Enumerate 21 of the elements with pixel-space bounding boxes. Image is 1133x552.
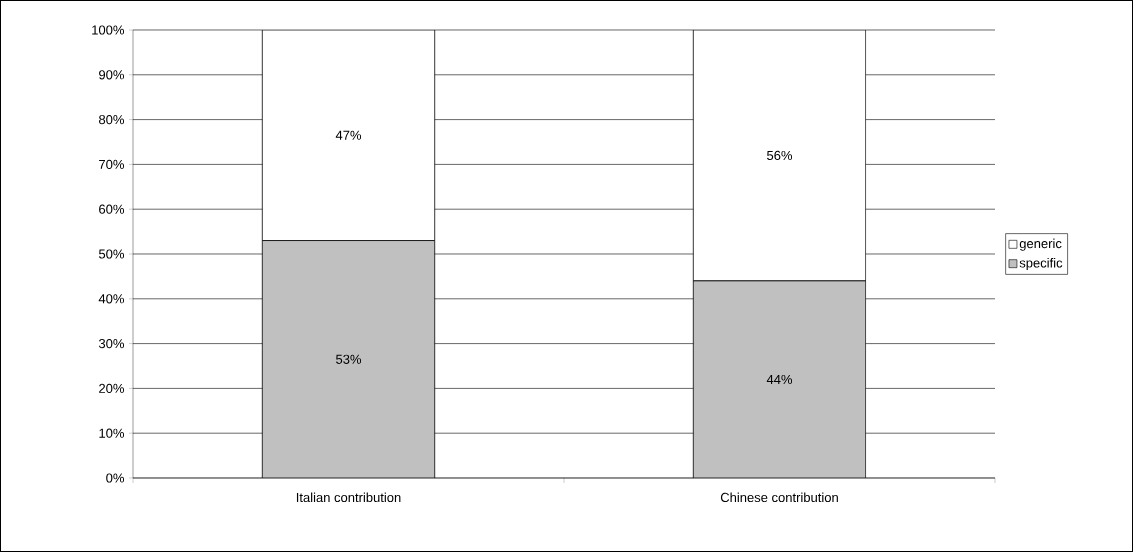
x-tick-label: Italian contribution <box>296 492 401 503</box>
y-tick-label: 0% <box>106 473 125 483</box>
y-tick-label: 100% <box>92 25 125 35</box>
y-tick-label: 10% <box>99 428 125 438</box>
data-label: 56% <box>767 150 793 161</box>
bar <box>692 280 867 478</box>
y-tick-label: 40% <box>98 294 125 304</box>
text: generic <box>1019 238 1062 251</box>
y-tick-label: 30% <box>98 338 125 349</box>
y-tick-label: 90% <box>99 70 125 80</box>
data-label: 53% <box>336 354 362 364</box>
y-tick-label: 20% <box>99 383 125 393</box>
data-label: 47% <box>335 130 362 140</box>
x-tick-label: Chinese contribution <box>720 492 838 503</box>
y-tick-label: 50% <box>98 249 125 259</box>
legend-label: specific <box>1019 257 1063 271</box>
y-tick-label: 70% <box>99 159 125 169</box>
bar <box>261 240 436 478</box>
y-tick-label: 60% <box>99 204 125 214</box>
y-tick-label: 80% <box>99 114 125 125</box>
data-label: 44% <box>766 374 793 384</box>
